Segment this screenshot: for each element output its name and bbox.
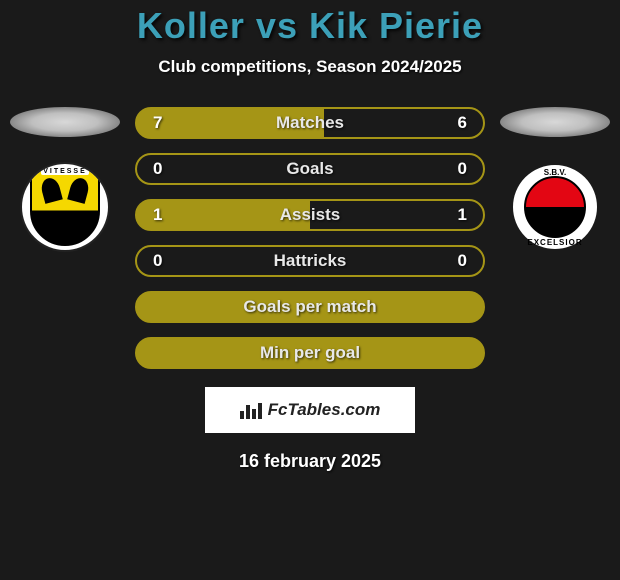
stat-label: Min per goal [260, 343, 360, 363]
stat-value-right: 1 [437, 205, 467, 225]
eagle-icon [40, 176, 90, 206]
stat-value-right: 0 [437, 159, 467, 179]
stat-row-matches: 7Matches6 [135, 107, 485, 139]
stat-value-right: 0 [437, 251, 467, 271]
stat-row-min-per-goal: Min per goal [135, 337, 485, 369]
bar-chart-icon [240, 401, 262, 419]
player-silhouette-right [500, 107, 610, 137]
vitesse-badge-label: VITESSE [41, 168, 89, 175]
stat-label: Goals [183, 159, 437, 179]
club-badge-excelsior: S.B.V. EXCELSIOR [510, 162, 600, 252]
stat-value-left: 1 [153, 205, 183, 225]
attribution-text: FcTables.com [268, 400, 381, 420]
player-left-column: VITESSE [5, 107, 125, 252]
stat-label: Assists [183, 205, 437, 225]
stat-row-assists: 1Assists1 [135, 199, 485, 231]
club-badge-vitesse: VITESSE [20, 162, 110, 252]
excelsior-ring-bottom: EXCELSIOR [527, 238, 582, 247]
date-text: 16 february 2025 [0, 451, 620, 472]
stats-column: 7Matches60Goals01Assists10Hattricks0Goal… [135, 107, 485, 369]
stat-value-left: 0 [153, 251, 183, 271]
subtitle: Club competitions, Season 2024/2025 [0, 57, 620, 77]
stat-value-left: 0 [153, 159, 183, 179]
player-right-column: S.B.V. EXCELSIOR [495, 107, 615, 252]
excelsior-ring-top: S.B.V. [544, 168, 566, 177]
stat-label: Goals per match [243, 297, 376, 317]
player-silhouette-left [10, 107, 120, 137]
page-title: Koller vs Kik Pierie [0, 5, 620, 47]
comparison-card: Koller vs Kik Pierie Club competitions, … [0, 0, 620, 472]
stat-value-right: 6 [437, 113, 467, 133]
stat-row-hattricks: 0Hattricks0 [135, 245, 485, 277]
excelsior-flag-icon [524, 176, 586, 238]
stat-label: Hattricks [183, 251, 437, 271]
stat-row-goals: 0Goals0 [135, 153, 485, 185]
vitesse-shield-icon: VITESSE [30, 168, 100, 246]
main-row: VITESSE 7Matches60Goals01Assists10Hattri… [0, 107, 620, 369]
stat-label: Matches [183, 113, 437, 133]
stat-value-left: 7 [153, 113, 183, 133]
attribution-badge: FcTables.com [205, 387, 415, 433]
stat-row-goals-per-match: Goals per match [135, 291, 485, 323]
